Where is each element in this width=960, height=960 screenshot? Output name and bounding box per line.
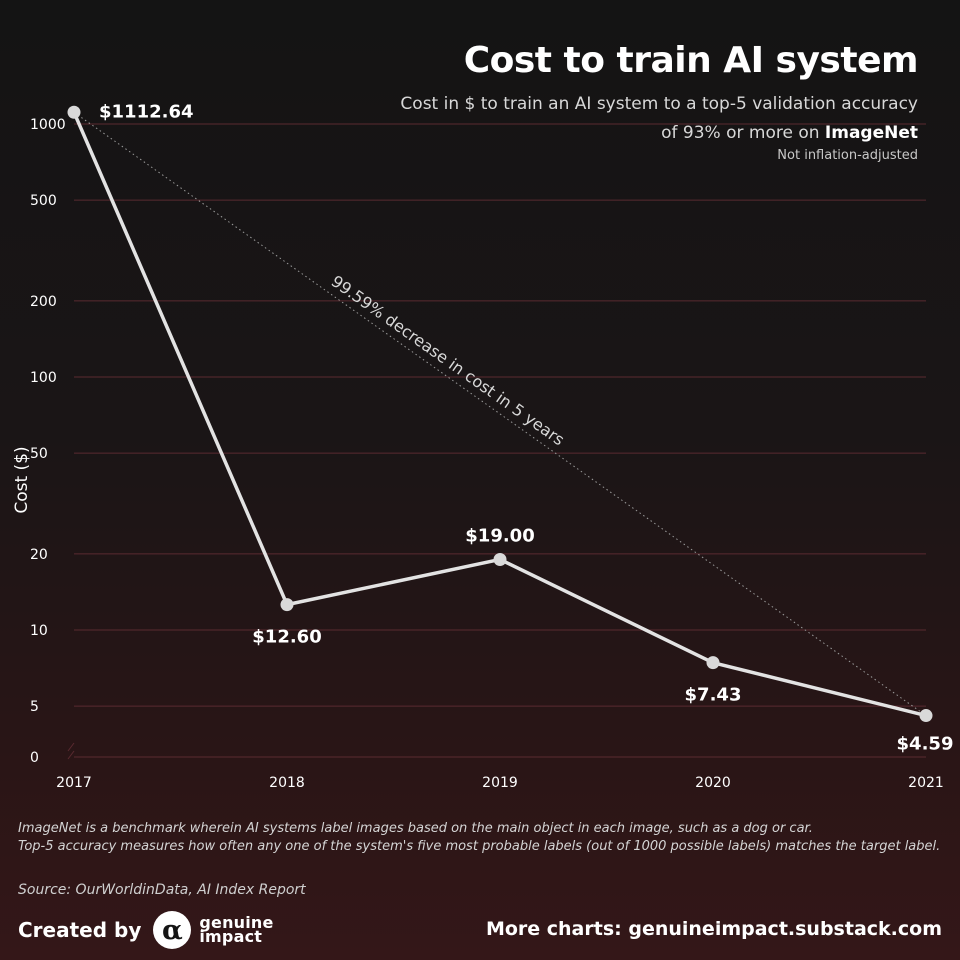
y-tick-label: 500 — [30, 193, 57, 209]
data-point — [493, 552, 507, 566]
trend-annotation: 99.59% decrease in cost in 5 years — [328, 271, 568, 449]
x-tick-label: 2019 — [482, 775, 518, 791]
y-tick-label: 100 — [30, 370, 57, 386]
source-text: Source: OurWorldinData, AI Index Report — [18, 882, 306, 898]
x-tick-label: 2021 — [908, 775, 944, 791]
data-label: $4.59 — [897, 734, 954, 755]
created-by-block: Created by α genuine impact — [18, 908, 274, 952]
x-tick-label: 2020 — [695, 775, 731, 791]
data-label: $12.60 — [252, 627, 321, 648]
axis-break-mark — [67, 742, 75, 760]
brand-logo-text: genuine impact — [199, 913, 274, 946]
brand-line-1: genuine — [199, 913, 274, 932]
x-axis-ticks: 2017 2018 2019 2020 2021 — [56, 775, 944, 791]
data-point — [919, 709, 933, 723]
y-tick-label: 1000 — [30, 117, 66, 133]
data-point — [67, 105, 81, 119]
brand-line-2: impact — [199, 927, 263, 946]
data-point — [706, 656, 720, 670]
y-tick-label: 10 — [30, 623, 48, 639]
x-tick-label: 2017 — [56, 775, 92, 791]
data-label: $1112.64 — [99, 101, 194, 122]
grid-lines — [67, 123, 926, 760]
data-label: $19.00 — [465, 525, 534, 546]
y-tick-label: 50 — [30, 446, 48, 462]
data-label: $7.43 — [685, 685, 742, 706]
created-by-text: Created by — [18, 918, 142, 942]
subtitle-imagenet: ImageNet — [824, 123, 918, 143]
y-tick-label: 20 — [30, 547, 48, 563]
more-charts-link[interactable]: More charts: genuineimpact.substack.com — [485, 918, 942, 940]
y-axis-label: Cost ($) — [12, 446, 32, 513]
x-tick-label: 2018 — [269, 775, 305, 791]
trend-layer: 99.59% decrease in cost in 5 years — [73, 111, 927, 716]
alpha-logo-icon: α — [153, 911, 192, 949]
series-layer — [67, 105, 933, 723]
y-tick-label: 200 — [30, 294, 57, 310]
trend-line — [73, 111, 927, 716]
data-labels: $1112.64 $12.60 $19.00 $7.43 $4.59 — [99, 101, 953, 754]
chart-title: Cost to train AI system — [463, 40, 919, 81]
inflation-note: Not inflation-adjusted — [777, 148, 918, 163]
y-tick-label: 5 — [30, 699, 39, 715]
data-point — [280, 598, 294, 612]
footnote: ImageNet is a benchmark wherein AI syste… — [18, 820, 948, 856]
footnote-imagenet: ImageNet is a benchmark wherein AI syste… — [18, 821, 813, 836]
subtitle-text: Cost in $ to train an AI system to a top… — [400, 94, 918, 143]
chart-subtitle: Cost in $ to train an AI system to a top… — [398, 90, 918, 148]
y-tick-label: 0 — [30, 750, 39, 766]
footnote-top5: Top-5 accuracy measures how often any on… — [18, 839, 941, 854]
